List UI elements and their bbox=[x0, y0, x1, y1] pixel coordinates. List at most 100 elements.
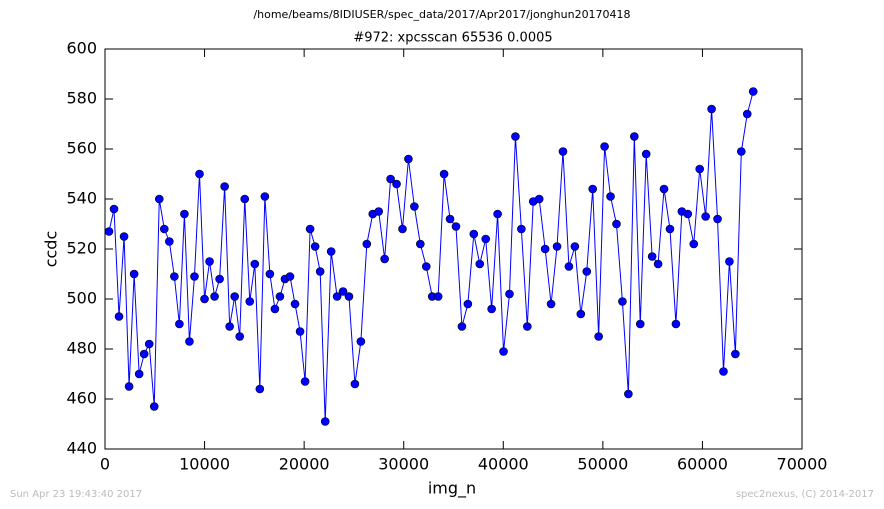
data-point bbox=[134, 369, 144, 379]
data-point bbox=[260, 192, 270, 201]
data-point bbox=[295, 327, 305, 336]
data-point bbox=[481, 234, 491, 244]
data-point bbox=[139, 349, 149, 359]
x-tick-label: 20000 bbox=[279, 455, 330, 474]
data-point bbox=[344, 292, 354, 301]
data-point bbox=[235, 332, 245, 341]
data-point bbox=[612, 219, 621, 229]
data-point bbox=[338, 287, 348, 296]
data-point bbox=[356, 337, 366, 346]
x-tick-label: 0 bbox=[100, 455, 110, 474]
data-point bbox=[205, 257, 214, 266]
data-point bbox=[635, 319, 645, 329]
data-point bbox=[576, 309, 586, 319]
data-point bbox=[505, 289, 514, 299]
data-point bbox=[185, 337, 194, 346]
x-tick-label: 30000 bbox=[378, 455, 429, 474]
data-point bbox=[195, 169, 204, 179]
data-point bbox=[215, 274, 224, 284]
x-tick-label: 10000 bbox=[179, 455, 230, 474]
y-tick-label: 580 bbox=[66, 89, 97, 108]
data-point bbox=[683, 209, 693, 219]
data-point bbox=[300, 377, 310, 386]
y-tick-label: 480 bbox=[66, 339, 97, 358]
data-point bbox=[240, 194, 250, 204]
data-point bbox=[582, 267, 592, 276]
x-tick-label: 70000 bbox=[777, 455, 828, 474]
data-point bbox=[499, 347, 508, 356]
data-point bbox=[540, 244, 550, 254]
suptitle: /home/beams/8IDIUSER/spec_data/2017/Apr2… bbox=[253, 8, 630, 21]
data-point bbox=[618, 297, 627, 306]
data-point bbox=[416, 239, 425, 249]
data-point bbox=[250, 259, 260, 269]
data-point bbox=[624, 389, 633, 399]
data-point bbox=[653, 259, 663, 269]
data-point bbox=[695, 164, 705, 174]
data-point bbox=[606, 192, 615, 201]
data-point bbox=[737, 147, 746, 156]
data-point bbox=[534, 194, 544, 204]
data-point bbox=[731, 349, 740, 359]
data-point bbox=[457, 322, 467, 331]
data-point bbox=[742, 109, 752, 119]
data-point bbox=[689, 239, 699, 249]
data-point bbox=[439, 169, 449, 179]
data-point bbox=[170, 272, 179, 281]
x-tick-label: 60000 bbox=[677, 455, 728, 474]
data-point bbox=[659, 184, 669, 194]
data-point bbox=[386, 174, 395, 184]
data-point bbox=[245, 297, 255, 306]
data-point bbox=[320, 417, 330, 426]
data-point bbox=[493, 209, 502, 219]
data-point bbox=[119, 232, 129, 241]
data-point bbox=[641, 149, 651, 159]
data-point bbox=[665, 224, 675, 234]
data-point bbox=[469, 229, 479, 239]
data-point bbox=[200, 294, 209, 304]
data-point bbox=[487, 304, 496, 314]
data-point bbox=[713, 214, 722, 224]
data-point bbox=[410, 202, 419, 211]
data-point bbox=[175, 319, 184, 329]
data-point bbox=[225, 322, 234, 331]
data-point bbox=[707, 104, 716, 114]
series-line bbox=[108, 91, 754, 422]
data-point bbox=[647, 252, 657, 261]
data-point bbox=[552, 242, 562, 251]
data-point bbox=[190, 272, 199, 281]
data-point bbox=[719, 367, 728, 376]
y-tick-label: 520 bbox=[66, 239, 97, 258]
data-point bbox=[255, 384, 265, 394]
data-point bbox=[421, 262, 431, 271]
data-point bbox=[310, 242, 320, 251]
data-point bbox=[600, 142, 609, 151]
data-point bbox=[748, 87, 758, 96]
data-point bbox=[124, 382, 134, 391]
data-point bbox=[594, 332, 603, 341]
data-point bbox=[285, 272, 295, 281]
data-point bbox=[326, 247, 336, 256]
data-point bbox=[451, 222, 461, 231]
data-point bbox=[392, 179, 401, 189]
data-point bbox=[332, 292, 342, 301]
y-tick-label: 540 bbox=[66, 189, 97, 208]
data-point bbox=[445, 214, 455, 224]
data-point bbox=[546, 299, 556, 309]
data-point bbox=[475, 259, 485, 269]
data-point bbox=[114, 312, 124, 321]
data-point bbox=[180, 209, 189, 219]
credit: spec2nexus, (C) 2014-2017 bbox=[736, 489, 874, 500]
data-point bbox=[725, 257, 734, 266]
data-point bbox=[149, 402, 159, 411]
data-point bbox=[144, 339, 154, 349]
data-point bbox=[398, 224, 407, 234]
y-tick-label: 460 bbox=[66, 389, 97, 408]
y-tick-label: 440 bbox=[66, 439, 97, 458]
data-point bbox=[230, 292, 239, 301]
data-point bbox=[588, 184, 598, 194]
data-point bbox=[523, 322, 532, 331]
data-point bbox=[671, 319, 681, 329]
